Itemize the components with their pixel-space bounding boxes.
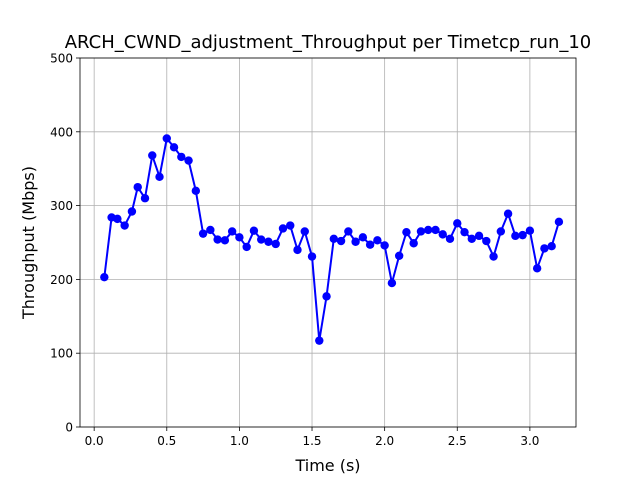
data-point <box>329 234 339 244</box>
data-point <box>162 134 171 143</box>
data-point <box>525 226 535 235</box>
data-point <box>198 229 208 238</box>
x-tick-label: 2.0 <box>375 434 394 448</box>
data-point <box>249 226 259 235</box>
data-point <box>220 236 230 245</box>
data-point <box>177 152 186 162</box>
data-point <box>191 186 201 196</box>
data-point <box>402 227 411 237</box>
data-point <box>293 245 302 255</box>
y-tick-label: 500 <box>50 52 73 66</box>
data-point <box>380 241 389 250</box>
data-point <box>474 231 484 241</box>
data-point <box>438 230 447 239</box>
data-point <box>264 237 273 246</box>
data-point <box>100 272 109 282</box>
data-point <box>445 234 455 244</box>
data-point <box>140 194 150 203</box>
data-point <box>322 292 331 301</box>
data-point <box>336 236 346 246</box>
data-point <box>424 225 433 235</box>
data-point <box>120 221 129 230</box>
data-point <box>278 224 288 233</box>
data-point <box>184 156 193 165</box>
plot-frame <box>79 57 577 428</box>
data-point <box>213 235 222 244</box>
x-axis-ticks: 0.0 0.5 1.0 1.5 2.0 2.5 3.0 <box>85 427 539 448</box>
y-tick-label: 0 <box>65 421 73 435</box>
data-point <box>307 252 317 261</box>
data-point <box>482 236 491 246</box>
data-point <box>155 172 164 182</box>
data-point <box>300 227 309 236</box>
data-point <box>409 239 418 248</box>
data-point <box>351 237 360 246</box>
data-point <box>315 336 324 345</box>
data-point <box>554 217 564 227</box>
data-point <box>256 235 266 244</box>
data-point <box>518 230 527 240</box>
x-tick-label: 1.5 <box>302 434 321 448</box>
data-point <box>227 227 237 236</box>
data-point <box>431 225 440 235</box>
data-point <box>127 207 137 216</box>
data-point <box>460 227 469 237</box>
y-axis-title: Throughput (Mbps) <box>19 166 38 320</box>
data-point <box>547 241 556 251</box>
data-point <box>540 244 549 253</box>
data-point <box>148 151 157 160</box>
data-point <box>235 233 244 242</box>
y-tick-label: 400 <box>50 125 73 139</box>
data-point <box>532 264 542 273</box>
data-point <box>365 240 375 249</box>
data-point <box>489 252 498 261</box>
data-point <box>206 225 215 235</box>
series-line-layer <box>103 137 560 342</box>
chart-title: ARCH_CWND_adjustment_Throughput per Time… <box>65 32 592 53</box>
data-point <box>503 209 513 218</box>
x-tick-label: 0.0 <box>85 434 104 448</box>
x-tick-label: 1.0 <box>230 434 249 448</box>
data-point <box>133 182 142 192</box>
y-tick-label: 200 <box>50 273 73 287</box>
data-point <box>453 219 462 228</box>
y-axis-ticks: 0 100 200 300 400 500 <box>50 52 80 435</box>
data-point <box>511 231 520 241</box>
data-point <box>387 278 397 288</box>
data-point <box>169 143 179 152</box>
x-tick-label: 0.5 <box>157 434 176 448</box>
series-points-layer <box>100 134 564 345</box>
data-point <box>358 233 368 242</box>
series-line <box>103 137 560 342</box>
y-tick-label: 100 <box>50 347 73 361</box>
x-tick-label: 2.5 <box>448 434 467 448</box>
grid-lines <box>80 57 576 428</box>
data-point <box>286 221 295 230</box>
data-point <box>242 242 251 252</box>
data-point <box>113 214 122 224</box>
data-point <box>467 234 476 244</box>
data-point <box>271 239 280 249</box>
data-point <box>416 227 426 236</box>
data-point <box>394 251 404 260</box>
data-point <box>496 227 506 236</box>
data-point <box>373 236 382 245</box>
y-tick-label: 300 <box>50 199 73 213</box>
x-axis-title: Time (s) <box>294 456 360 475</box>
x-tick-label: 3.0 <box>520 434 539 448</box>
data-point <box>344 227 353 236</box>
